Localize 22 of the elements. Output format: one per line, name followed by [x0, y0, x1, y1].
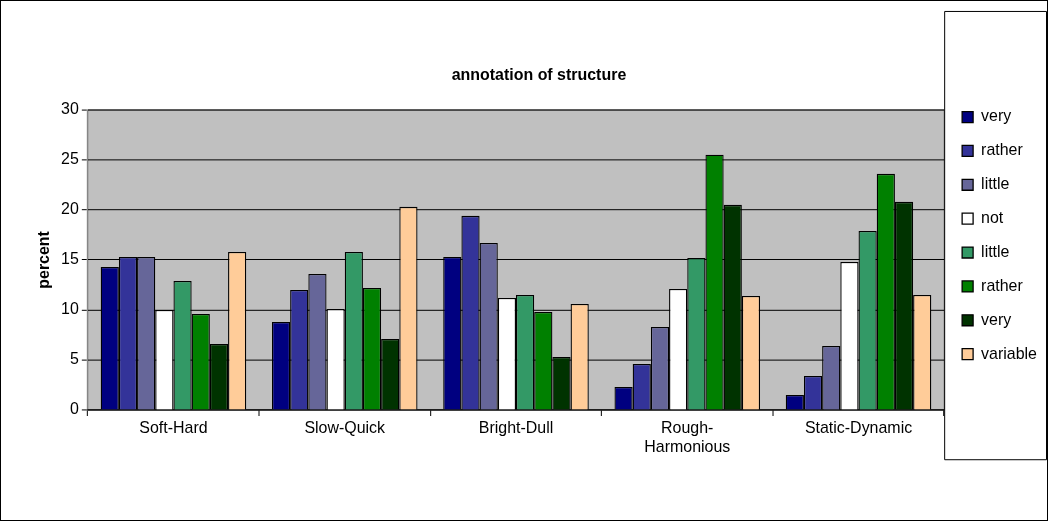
x-tick-label: Soft-Hard	[139, 418, 208, 436]
y-tick-label: 10	[61, 300, 79, 318]
y-tick-label: 15	[61, 250, 79, 268]
legend-label: rather	[981, 276, 1024, 294]
y-tick-label: 25	[61, 150, 79, 168]
x-tick-label: Bright-Dull	[478, 418, 554, 436]
chart-title: annotation of structure	[451, 65, 627, 83]
legend-label: very	[981, 310, 1012, 328]
legend-label: not	[981, 209, 1004, 227]
legend-label: very	[981, 107, 1012, 125]
legend-label: variable	[981, 344, 1038, 362]
legend-label: little	[981, 175, 1010, 193]
x-tick-label: Rough-Harmonious	[644, 418, 731, 456]
legend-label: little	[981, 242, 1010, 260]
legend-label: rather	[981, 141, 1024, 159]
y-tick-label: 20	[61, 200, 79, 218]
y-tick-label: 30	[61, 100, 79, 118]
x-tick-label: Slow-Quick	[304, 418, 386, 436]
y-tick-label: 5	[69, 350, 79, 368]
x-tick-label: Static-Dynamic	[804, 418, 913, 436]
y-tick-label: 0	[69, 400, 79, 418]
y-axis-title: percent	[34, 230, 52, 289]
